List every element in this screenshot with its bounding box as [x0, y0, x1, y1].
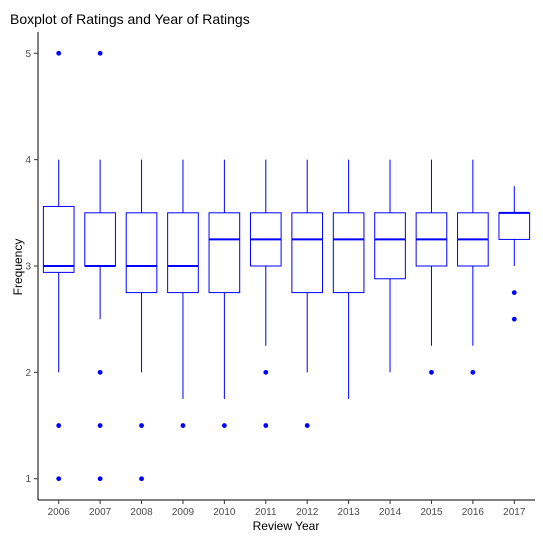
x-tick-label: 2007 — [89, 507, 112, 518]
box-2009 — [167, 159, 199, 428]
x-tick-label: 2013 — [338, 507, 361, 518]
outlier-point — [56, 476, 62, 482]
outlier-point — [97, 476, 103, 482]
outlier-point — [139, 423, 144, 428]
outlier-point — [470, 369, 476, 375]
outlier-point — [56, 423, 62, 428]
outlier-point — [97, 50, 103, 56]
y-axis-title: Frequency — [11, 239, 25, 296]
box-2015 — [415, 159, 448, 375]
outlier-point — [304, 423, 310, 428]
outlier-point — [139, 476, 144, 482]
box-iqr — [374, 212, 406, 280]
y-tick-label: 4 — [25, 155, 31, 166]
y-tick-label: 5 — [25, 49, 31, 60]
x-tick-label: 2012 — [296, 507, 319, 518]
y-tick-label: 3 — [25, 262, 31, 273]
y-tick-label: 1 — [25, 474, 31, 485]
box-2014 — [374, 159, 406, 373]
y-tick-label: 2 — [25, 368, 31, 379]
outlier-point — [97, 423, 103, 428]
boxes-group — [42, 50, 531, 482]
box-2012 — [291, 159, 324, 428]
box-iqr — [167, 212, 199, 294]
outlier-point — [511, 316, 517, 322]
box-iqr — [84, 212, 116, 267]
outlier-point — [97, 369, 103, 375]
x-tick-label: 2016 — [462, 507, 485, 518]
chart-title: Boxplot of Ratings and Year of Ratings — [10, 11, 250, 27]
x-tick-label: 2008 — [130, 507, 153, 518]
box-2008 — [125, 159, 158, 482]
box-iqr — [498, 212, 531, 240]
outlier-point — [221, 423, 227, 428]
x-tick-label: 2006 — [48, 507, 71, 518]
box-2007 — [84, 50, 116, 482]
box-2006 — [42, 50, 75, 482]
x-tick-label: 2014 — [379, 507, 402, 518]
box-2016 — [457, 159, 489, 375]
x-tick-label: 2009 — [172, 507, 195, 518]
box-iqr — [291, 212, 324, 294]
box-2013 — [332, 159, 365, 399]
box-2010 — [208, 159, 241, 428]
x-tick-label: 2017 — [503, 507, 526, 518]
box-iqr — [208, 212, 241, 294]
outlier-point — [511, 290, 517, 295]
box-2011 — [249, 159, 282, 428]
x-tick-label: 2011 — [255, 507, 277, 518]
box-iqr — [332, 212, 365, 294]
axes: 1 2 3 4 5 2006 2007 2008 2009 2010 2011 2012 2013 201… — [25, 32, 535, 518]
x-tick-label: 2010 — [213, 507, 236, 518]
outlier-point — [429, 369, 434, 375]
x-axis-title: Review Year — [253, 519, 320, 533]
outlier-point — [263, 369, 269, 375]
box-iqr — [42, 205, 75, 273]
outlier-point — [180, 423, 186, 428]
x-tick-label: 2015 — [420, 507, 443, 518]
outlier-point — [263, 423, 269, 428]
outlier-point — [56, 50, 62, 56]
box-iqr — [125, 212, 158, 294]
box-2017 — [498, 186, 531, 322]
